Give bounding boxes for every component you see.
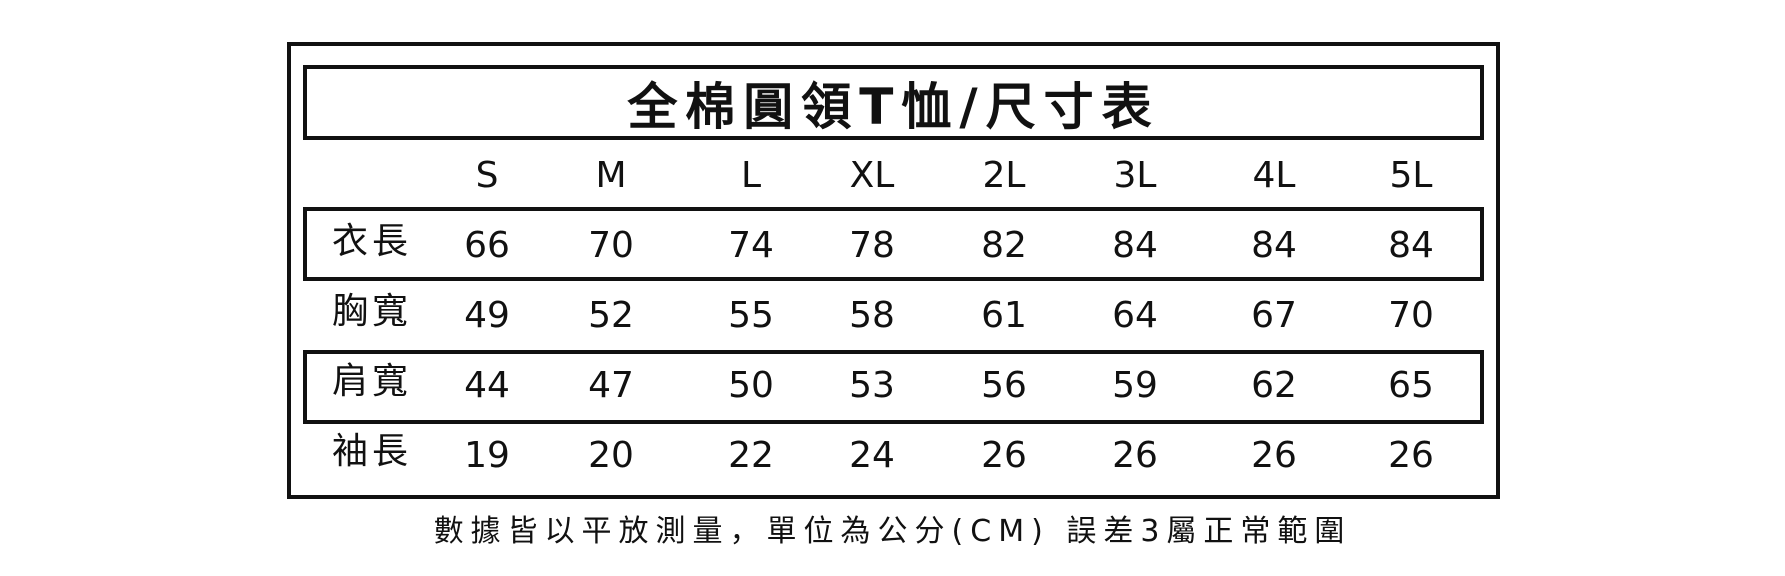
- size-header: M: [595, 155, 627, 196]
- row-highlight-box: [303, 207, 1484, 281]
- table-cell: 50: [728, 365, 774, 406]
- table-cell: 78: [849, 225, 895, 266]
- table-cell: 53: [849, 365, 895, 406]
- chart-title: 全棉圓領T恤/尺寸表: [627, 77, 1160, 136]
- table-cell: 58: [849, 295, 895, 336]
- size-header: 2L: [982, 155, 1026, 196]
- table-cell: 61: [981, 295, 1027, 336]
- row-label: 袖長: [331, 431, 412, 472]
- table-cell: 56: [981, 365, 1027, 406]
- table-cell: 26: [1388, 435, 1434, 476]
- table-cell: 74: [728, 225, 774, 266]
- table-cell: 26: [1251, 435, 1297, 476]
- table-cell: 47: [588, 365, 634, 406]
- title-box: [303, 65, 1484, 140]
- size-chart-frame: [287, 42, 1500, 499]
- table-cell: 26: [1112, 435, 1158, 476]
- size-header: 5L: [1389, 155, 1433, 196]
- footer-note: 數據皆以平放測量，單位為公分(CM) 誤差3屬正常範圍: [433, 514, 1352, 549]
- size-header: XL: [849, 155, 895, 196]
- row-label: 衣長: [331, 221, 412, 262]
- table-cell: 82: [981, 225, 1027, 266]
- table-cell: 67: [1251, 295, 1297, 336]
- table-cell: 55: [728, 295, 774, 336]
- table-cell: 49: [464, 295, 510, 336]
- table-cell: 52: [588, 295, 634, 336]
- table-cell: 26: [981, 435, 1027, 476]
- table-cell: 24: [849, 435, 895, 476]
- table-cell: 22: [728, 435, 774, 476]
- table-cell: 44: [464, 365, 510, 406]
- table-cell: 70: [1388, 295, 1434, 336]
- size-header: S: [475, 155, 499, 196]
- table-cell: 59: [1112, 365, 1158, 406]
- row-label: 胸寬: [331, 291, 412, 332]
- size-header: 3L: [1113, 155, 1157, 196]
- table-cell: 84: [1388, 225, 1434, 266]
- table-cell: 64: [1112, 295, 1158, 336]
- size-header: L: [740, 155, 762, 196]
- size-header: 4L: [1252, 155, 1296, 196]
- table-cell: 19: [464, 435, 510, 476]
- row-highlight-box: [303, 350, 1484, 424]
- table-cell: 62: [1251, 365, 1297, 406]
- table-cell: 20: [588, 435, 634, 476]
- table-cell: 84: [1251, 225, 1297, 266]
- table-cell: 84: [1112, 225, 1158, 266]
- row-label: 肩寬: [331, 361, 412, 402]
- table-cell: 66: [464, 225, 510, 266]
- table-cell: 70: [588, 225, 634, 266]
- table-cell: 65: [1388, 365, 1434, 406]
